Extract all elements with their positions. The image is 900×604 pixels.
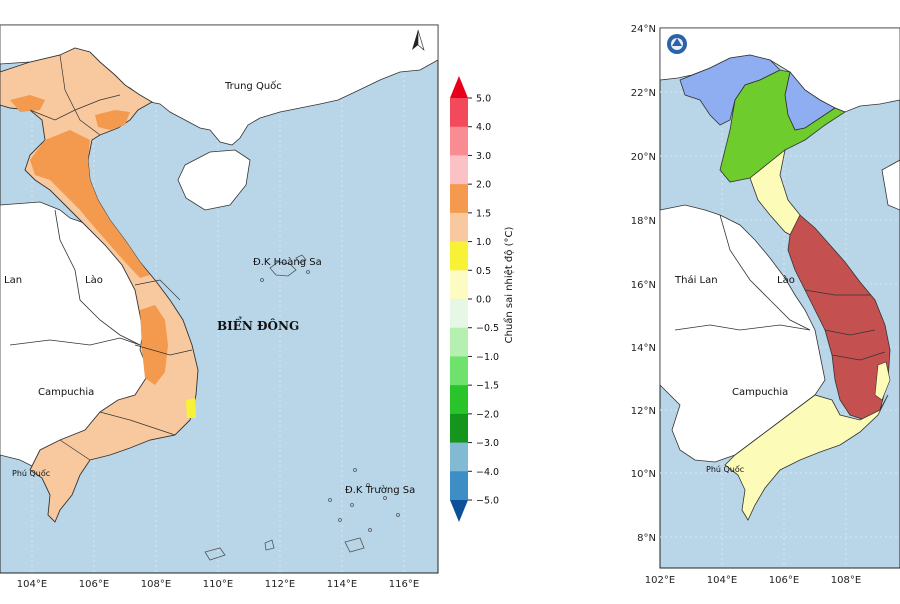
right-map: Thái Lan Lào Campuchia Phú Quốc 24°N 22°… (631, 24, 900, 586)
colorbar-arrow-bottom (450, 500, 468, 522)
label-phu-quoc-right: Phú Quốc (706, 464, 744, 474)
right-xtick: 108°E (831, 575, 861, 586)
left-xtick: 104°E (17, 579, 47, 590)
orange-anomaly-highlands (140, 305, 168, 385)
north-arrow-icon (412, 29, 425, 51)
orange-anomaly-north (30, 130, 150, 278)
agency-logo-icon (667, 34, 687, 54)
orange-anomaly-northwest (10, 95, 45, 112)
region-borders-right (804, 289, 886, 361)
right-ytick: 24°N (631, 24, 656, 35)
region-coast-yellow (874, 361, 891, 401)
legend-title: Chuẩn sai nhiệt độ (°C) (502, 227, 515, 344)
legend-colorbar: 5.0 4.0 3.0 2.0 1.5 1.0 0.5 0.0 −0.5 −1.0 −1.5 −2.0… (440, 70, 530, 530)
right-xtick: 106°E (769, 575, 799, 586)
colorbar-segment (450, 184, 468, 214)
label-laos-right: Lào (777, 274, 795, 286)
colorbar-tick-label: −4.0 (476, 467, 499, 478)
region-south-yellow (724, 394, 889, 521)
cambodia-border (9, 337, 141, 346)
right-ytick: 14°N (631, 343, 656, 354)
colorbar-segment (450, 327, 468, 357)
yellow-anomaly-coast (186, 398, 196, 418)
colorbar-segment (450, 413, 468, 444)
colorbar-segment (450, 155, 468, 185)
right-ytick: 12°N (631, 406, 656, 417)
islands (204, 254, 400, 561)
label-laos-left: Lào (85, 274, 103, 286)
label-truong-sa: Đ.K Trường Sa (345, 484, 415, 496)
hainan-island (177, 149, 251, 211)
hainan-right (881, 159, 900, 211)
colorbar-tick-label: −2.0 (476, 409, 499, 420)
colorbar-segment (450, 471, 468, 501)
colorbar-segment (450, 126, 468, 156)
right-ytick: 8°N (637, 533, 656, 544)
colorbar-segment (450, 442, 468, 472)
colorbar-tick-label: −5.0 (476, 496, 499, 507)
colorbar-segment (450, 212, 468, 243)
region-borders (29, 54, 193, 461)
region-north-green (719, 69, 846, 183)
label-cambodia-right: Campuchia (732, 387, 788, 398)
colorbar-tick-label: −3.0 (476, 438, 499, 449)
right-ytick: 22°N (631, 88, 656, 99)
colorbar-tick-label: 4.0 (476, 122, 491, 133)
colorbar-tick-label: 5.0 (476, 94, 491, 105)
colorbar-arrow-top (450, 76, 468, 98)
left-map-panel: Trung Quốc Đ.K Hoàng Sa Đ.K Trường Sa BI… (0, 0, 440, 600)
colorbar-tick-label: 0.0 (476, 295, 491, 306)
right-ytick: 16°N (631, 280, 656, 291)
right-map-panel: Thái Lan Lào Campuchia Phú Quốc 24°N 22°… (620, 0, 900, 600)
colorbar-tick-label: −0.5 (476, 323, 499, 334)
label-hoang-sa: Đ.K Hoàng Sa (253, 256, 322, 268)
colorbar-segment (450, 385, 468, 415)
left-xtick: 116°E (389, 579, 419, 590)
left-xtick: 112°E (265, 579, 295, 590)
colorbar-segment (450, 356, 468, 386)
colorbar-segment (450, 98, 468, 128)
left-map: Trung Quốc Đ.K Hoàng Sa Đ.K Trường Sa BI… (0, 24, 439, 590)
label-sea: BIỂN ĐÔNG (217, 315, 299, 333)
colorbar-tick-label: 2.0 (476, 180, 491, 191)
neighbor-countries-right (659, 204, 826, 463)
colorbar: 5.0 4.0 3.0 2.0 1.5 1.0 0.5 0.0 −0.5 −1.0 −1.5 −2.0… (450, 76, 515, 522)
laos-border-right (719, 214, 811, 331)
left-xtick: 106°E (79, 579, 109, 590)
right-xtick: 104°E (707, 575, 737, 586)
label-phu-quoc-left: Phú Quốc (12, 468, 50, 478)
label-thailand-right: Thái Lan (674, 274, 718, 286)
cambodia-border-right (674, 324, 811, 331)
colorbar-tick-label: −1.5 (476, 381, 499, 392)
label-thailand-left: Lan (4, 275, 22, 286)
colorbar-segment (450, 241, 468, 271)
region-central-red (787, 214, 891, 421)
right-ytick: 20°N (631, 152, 656, 163)
right-xtick: 102°E (645, 575, 675, 586)
left-xtick: 110°E (203, 579, 233, 590)
colorbar-tick-label: 1.5 (476, 208, 491, 219)
label-china: Trung Quốc (224, 80, 282, 92)
label-cambodia-left: Campuchia (38, 387, 94, 398)
left-xtick: 108°E (141, 579, 171, 590)
colorbar-segment (450, 270, 468, 300)
colorbar-tick-label: 1.0 (476, 237, 491, 248)
colorbar-tick-label: 3.0 (476, 151, 491, 162)
left-xtick: 114°E (327, 579, 357, 590)
orange-anomaly-northeast (95, 110, 130, 130)
colorbar-tick-label: −1.0 (476, 352, 499, 363)
laos-border (54, 209, 141, 346)
right-ytick: 10°N (631, 469, 656, 480)
right-ytick: 18°N (631, 216, 656, 227)
colorbar-tick-label: 0.5 (476, 266, 491, 277)
colorbar-segment (450, 299, 468, 329)
